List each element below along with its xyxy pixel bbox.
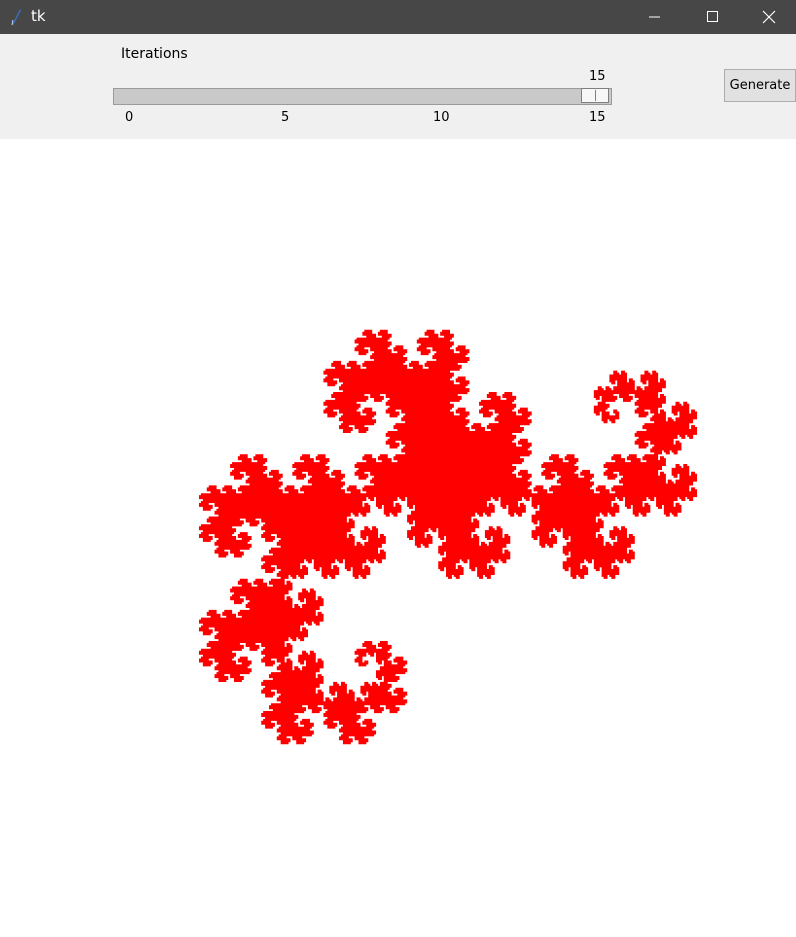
maximize-icon — [707, 11, 718, 22]
iterations-value: 15 — [589, 69, 606, 84]
minimize-button[interactable] — [626, 0, 684, 34]
slider-tick-label: 5 — [281, 110, 290, 125]
dragon-curve-path — [198, 329, 698, 745]
close-button[interactable] — [742, 0, 796, 34]
slider-tick-label: 15 — [589, 110, 606, 125]
dragon-curve-fractal — [198, 329, 698, 745]
title-bar: tk — [0, 0, 796, 34]
slider-tick-label: 0 — [125, 110, 134, 125]
minimize-icon — [649, 16, 660, 18]
tk-feather-icon — [9, 8, 23, 26]
close-icon — [762, 10, 776, 24]
iterations-slider-trough[interactable] — [113, 88, 612, 105]
maximize-button[interactable] — [684, 0, 742, 34]
controls-panel: Iterations 15 0 5 10 15 Generate — [0, 34, 796, 139]
generate-button[interactable]: Generate — [724, 69, 796, 102]
iterations-label: Iterations — [121, 46, 188, 62]
window-title: tk — [31, 7, 46, 25]
drawing-canvas — [0, 139, 796, 937]
iterations-slider-handle[interactable] — [581, 88, 609, 103]
slider-tick-label: 10 — [433, 110, 450, 125]
